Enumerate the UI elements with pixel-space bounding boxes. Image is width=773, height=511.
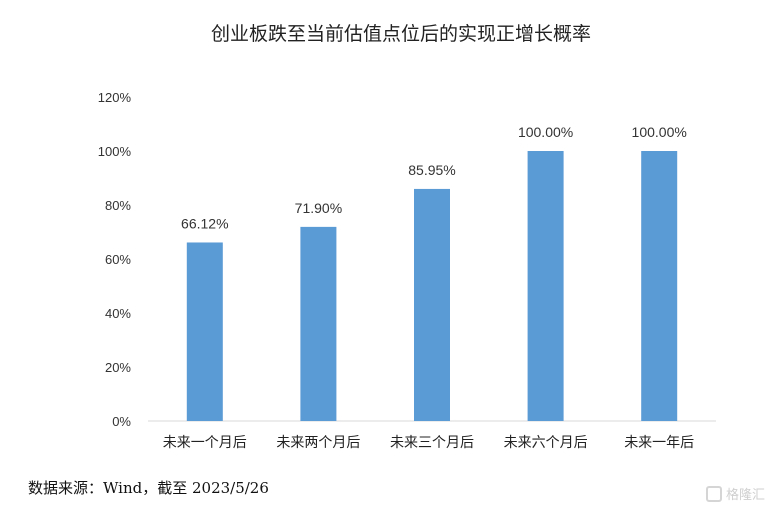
y-tick-label: 0%	[112, 414, 131, 429]
data-label: 100.00%	[518, 124, 573, 140]
chart-title: 创业板跌至当前估值点位后的实现正增长概率	[211, 23, 591, 45]
data-source-note: 数据来源：Wind，截至 2023/5/26	[28, 479, 269, 497]
y-tick-label: 100%	[98, 144, 132, 159]
data-label: 71.90%	[295, 200, 342, 216]
x-category-label: 未来三个月后	[390, 435, 474, 451]
y-tick-label: 120%	[98, 90, 132, 105]
x-category-label: 未来六个月后	[504, 435, 588, 451]
data-label: 100.00%	[632, 124, 687, 140]
watermark-text: 格隆汇	[725, 488, 765, 503]
bar	[527, 151, 564, 421]
bar	[186, 242, 223, 421]
watermark: 格隆汇	[705, 484, 765, 503]
bar	[641, 151, 678, 421]
bar	[414, 188, 450, 421]
gelonghui-logo-icon	[705, 485, 722, 502]
y-tick-label: 40%	[105, 306, 131, 321]
x-category-label: 未来两个月后	[276, 435, 360, 451]
data-label: 66.12%	[181, 215, 228, 231]
x-category-label: 未来一年后	[624, 435, 694, 451]
y-tick-label: 60%	[105, 252, 131, 267]
data-label: 85.95%	[408, 162, 455, 178]
bar	[300, 226, 337, 421]
y-tick-label: 80%	[105, 198, 131, 213]
x-category-label: 未来一个月后	[163, 435, 247, 451]
y-tick-label: 20%	[105, 360, 131, 375]
